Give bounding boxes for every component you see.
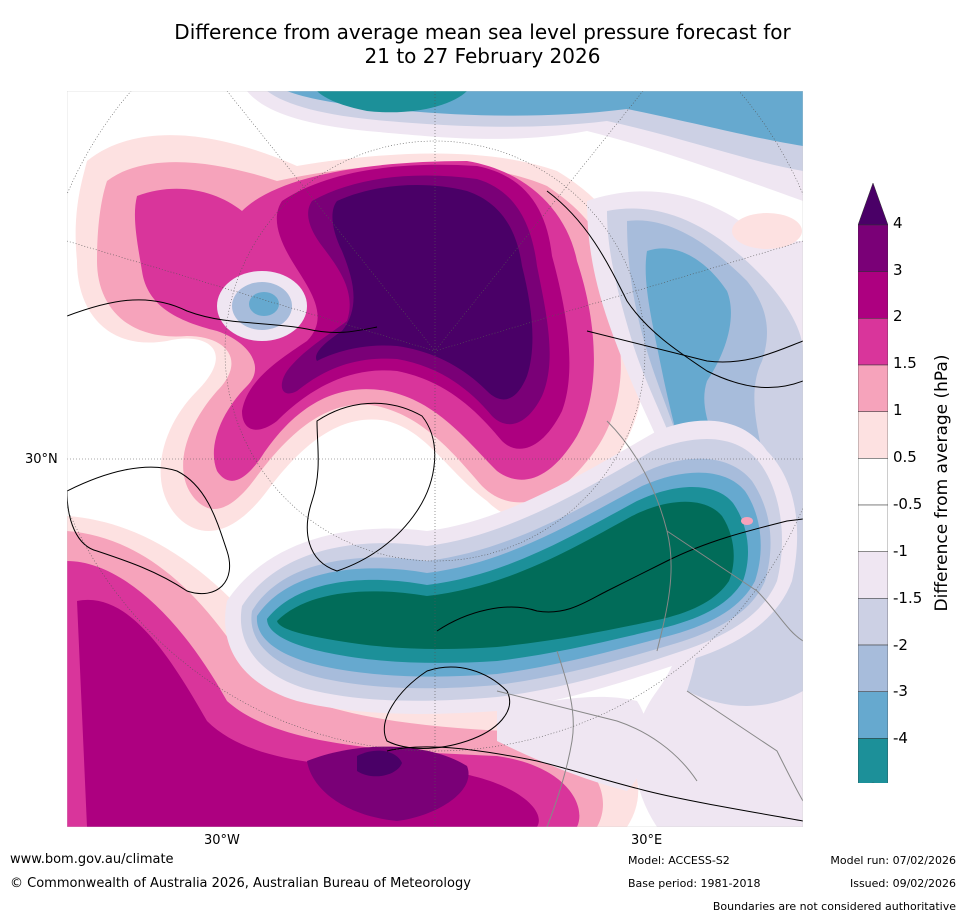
colorbar-tick-4: 4	[893, 214, 903, 232]
title-line-1: Difference from average mean sea level p…	[174, 20, 791, 44]
colorbar-axis-title: Difference from average (hPa)	[932, 354, 952, 612]
chart-title: Difference from average mean sea level p…	[0, 20, 965, 68]
east-asia-positive-speck	[741, 517, 753, 525]
model-run-text: Model run: 07/02/2026	[830, 854, 956, 867]
colorbar-tick-neg-0-5: -0.5	[893, 495, 923, 513]
europe-negative-anomaly	[225, 420, 798, 714]
colorbar-segment	[858, 504, 888, 552]
colorbar-tick-1: 1	[893, 401, 903, 419]
colorbar-segment	[858, 411, 888, 459]
graticule	[67, 91, 803, 827]
title-line-2: 21 to 27 February 2026	[364, 44, 601, 68]
arctic-positive-anomaly	[75, 135, 645, 531]
longitude-label-30e: 30°E	[631, 833, 663, 848]
colorbar-tick-2: 2	[893, 307, 903, 325]
colorbar-tick-3: 3	[893, 261, 903, 279]
colorbar-arrow-above-4	[858, 183, 888, 226]
colorbar-tick-neg-3: -3	[893, 682, 908, 700]
pacific-negative-anomaly	[247, 91, 803, 201]
colorbar-tick-neg-2: -2	[893, 636, 908, 654]
longitude-label-30w: 30°W	[204, 833, 240, 848]
alaska-negative-anomaly	[217, 271, 307, 341]
pressure-anomaly-map	[67, 91, 803, 827]
colorbar-segment	[858, 224, 888, 272]
model-text: Model: ACCESS-S2	[628, 854, 730, 867]
colorbar-segment	[858, 551, 888, 599]
disclaimer-text: Boundaries are not considered authoritat…	[712, 900, 956, 913]
colorbar-segment	[858, 598, 888, 646]
mediterranean-weak-anomaly	[497, 696, 648, 791]
colorbar-tick-neg-1-5: -1.5	[893, 589, 923, 607]
colorbar-segment	[858, 691, 888, 739]
colorbar	[858, 183, 888, 783]
colorbar-tick-neg-4: -4	[893, 729, 908, 747]
website-link[interactable]: www.bom.gov.au/climate	[10, 852, 174, 867]
base-period-text: Base period: 1981-2018	[628, 877, 761, 890]
colorbar-segment	[858, 318, 888, 366]
colorbar-tick-1-5: 1.5	[893, 354, 917, 372]
issued-text: Issued: 09/02/2026	[849, 877, 956, 890]
coastlines	[67, 190, 803, 822]
colorbar-segment	[858, 271, 888, 319]
colorbar-segment	[858, 738, 888, 783]
latitude-label-30n: 30°N	[25, 452, 58, 467]
anomaly-fields	[67, 91, 803, 827]
colorbar-segment	[858, 458, 888, 506]
colorbar-tick-0-5: 0.5	[893, 448, 917, 466]
country-boundaries	[496, 420, 803, 827]
colorbar-segment	[858, 364, 888, 412]
colorbar-segment	[858, 644, 888, 692]
atlantic-positive-anomaly	[67, 516, 639, 827]
northeast-positive-blob	[732, 213, 802, 249]
copyright-text: © Commonwealth of Australia 2026, Austra…	[10, 876, 471, 891]
colorbar-tick-neg-1: -1	[893, 542, 908, 560]
